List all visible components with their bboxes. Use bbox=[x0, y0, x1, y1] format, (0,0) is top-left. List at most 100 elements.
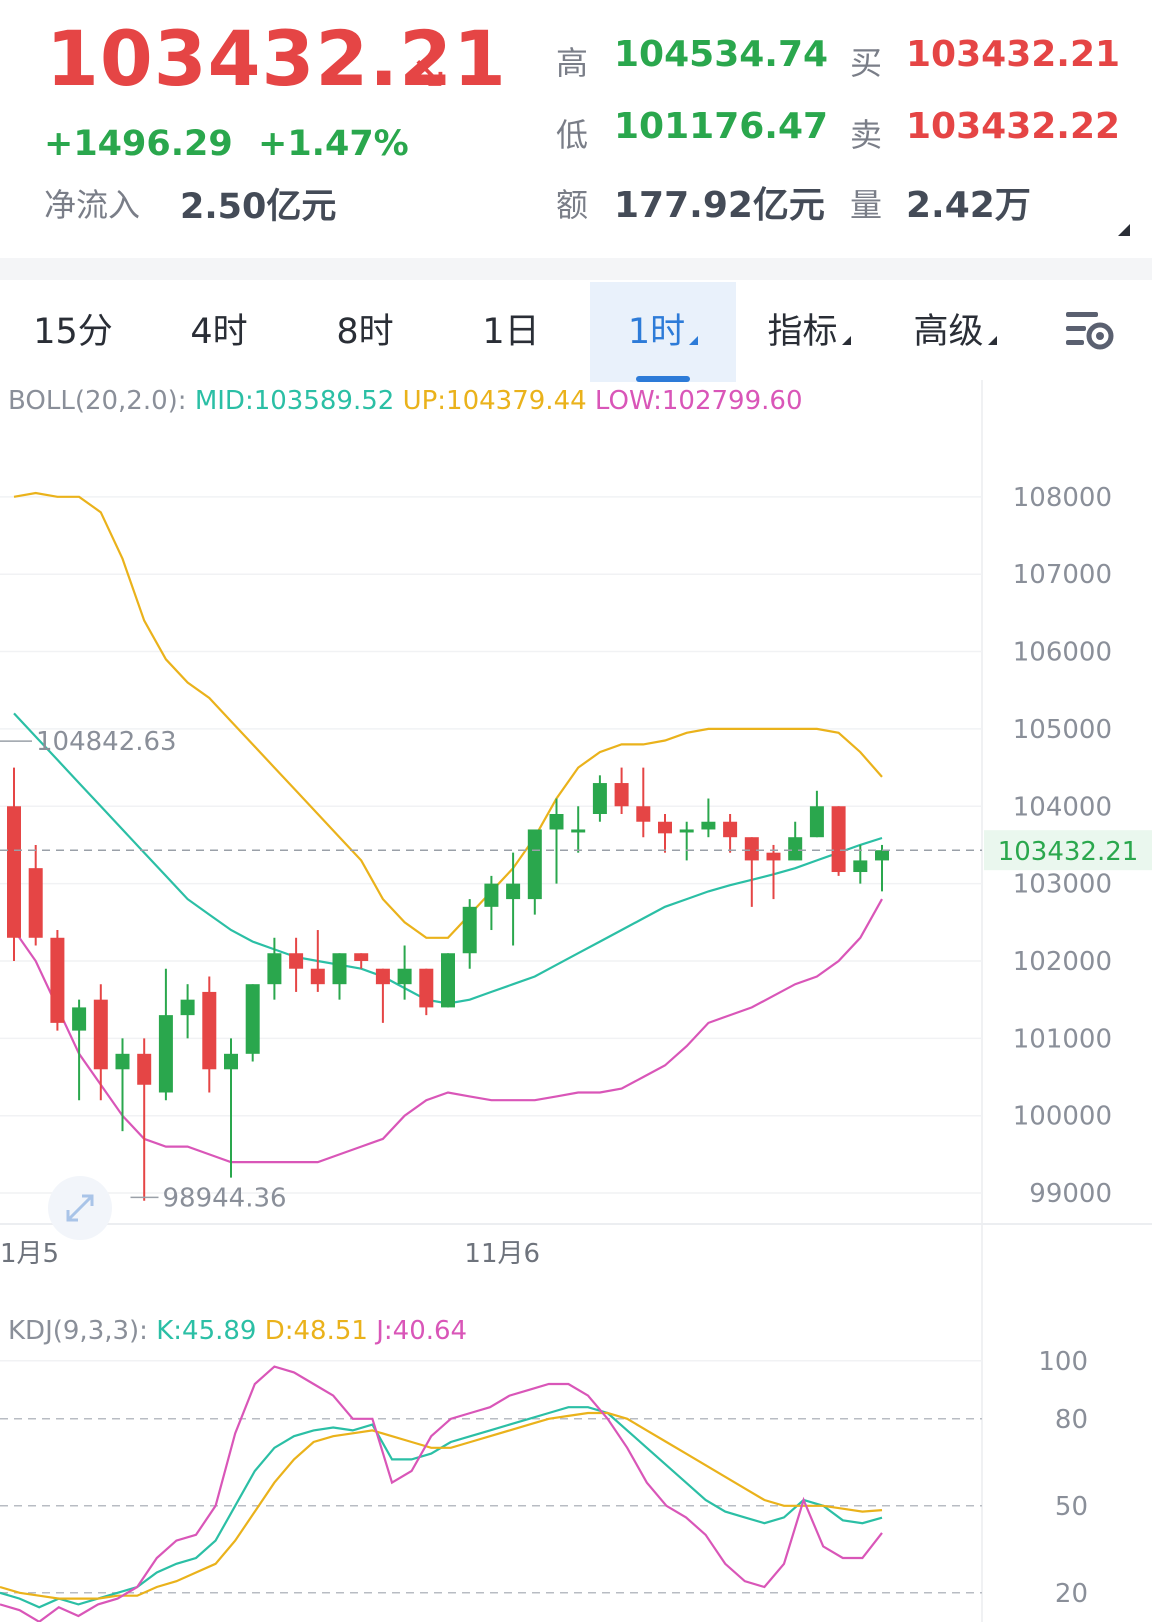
sell-value: 103432.22 bbox=[906, 106, 1121, 147]
candle bbox=[571, 806, 586, 853]
boll-low: LOW:102799.60 bbox=[594, 386, 803, 416]
kdj-d-line bbox=[0, 1411, 883, 1600]
candle bbox=[831, 806, 846, 876]
dropdown-corner-icon bbox=[841, 336, 851, 345]
kdj-chart[interactable]: 100 80 50 20 bbox=[0, 1316, 1152, 1622]
boll-name: BOLL(20,2.0): bbox=[8, 386, 187, 416]
tab-advanced[interactable]: 高级 bbox=[882, 282, 1028, 382]
amount-value: 177.92亿元 bbox=[614, 185, 825, 226]
kdj-j-line bbox=[0, 1365, 883, 1622]
amount-label: 额 bbox=[556, 186, 589, 224]
x-tick-label: 1月5 bbox=[0, 1239, 59, 1269]
min-label: 98944.36 bbox=[163, 1183, 287, 1213]
tab-label: 4时 bbox=[190, 312, 248, 352]
boll-lower-line bbox=[13, 898, 883, 1164]
boll-up: UP:104379.44 bbox=[402, 386, 587, 416]
tab-15min[interactable]: 15分 bbox=[0, 282, 146, 382]
candle bbox=[592, 775, 607, 822]
candle bbox=[202, 976, 217, 1093]
candle bbox=[549, 798, 564, 884]
tab-indicators[interactable]: 指标 bbox=[736, 282, 882, 382]
tab-4h[interactable]: 4时 bbox=[146, 282, 292, 382]
candle bbox=[723, 814, 738, 853]
candle bbox=[50, 930, 65, 1031]
tab-label: 高级 bbox=[913, 312, 984, 352]
fullscreen-icon[interactable] bbox=[48, 1176, 112, 1240]
buy-value: 103432.21 bbox=[906, 34, 1121, 75]
candle bbox=[527, 829, 542, 915]
candle bbox=[419, 968, 434, 1016]
tab-label: 指标 bbox=[767, 312, 838, 352]
y-tick-label: 106000 bbox=[1013, 638, 1112, 668]
kdj-k-line bbox=[0, 1406, 883, 1609]
y-tick-label: 99000 bbox=[1029, 1179, 1112, 1209]
candle bbox=[245, 984, 260, 1062]
y-tick-label: 105000 bbox=[1013, 715, 1112, 745]
sell-label: 卖 bbox=[850, 116, 883, 154]
y-tick-label: 104000 bbox=[1013, 792, 1112, 822]
candle bbox=[875, 844, 889, 892]
tab-label: 1时 bbox=[627, 312, 686, 352]
max-label: 104842.63 bbox=[36, 727, 177, 757]
candle bbox=[636, 767, 651, 838]
candle bbox=[137, 1038, 152, 1201]
down-arrow-icon: ↘ bbox=[410, 44, 449, 98]
kdj-name: KDJ(9,3,3): bbox=[8, 1316, 148, 1346]
candle bbox=[788, 821, 803, 861]
kdj-y-tick-label: 100 bbox=[1038, 1347, 1088, 1377]
candle bbox=[267, 937, 282, 1000]
y-tick-label: 103000 bbox=[1013, 870, 1112, 900]
candlestick-chart[interactable]: 103432.21 104842.63 98944.36 108000 107000 1… bbox=[0, 380, 1152, 1316]
low-label: 低 bbox=[556, 116, 589, 154]
kdj-y-tick-label: 20 bbox=[1055, 1579, 1088, 1609]
candle bbox=[744, 837, 759, 907]
candle bbox=[93, 984, 108, 1101]
kdj-y-tick-label: 50 bbox=[1055, 1492, 1088, 1522]
y-tick-label: 107000 bbox=[1013, 560, 1112, 590]
candle bbox=[809, 790, 824, 838]
high-label: 高 bbox=[556, 44, 589, 82]
price-change-percent: +1.47% bbox=[258, 124, 409, 164]
y-tick-label: 101000 bbox=[1013, 1024, 1112, 1054]
kdj-legend: KDJ(9,3,3): K:45.89 D:48.51 J:40.64 bbox=[8, 1316, 467, 1346]
tab-1h[interactable]: 1时 bbox=[590, 282, 736, 382]
candle bbox=[658, 814, 672, 853]
candle bbox=[180, 984, 195, 1039]
boll-upper-line bbox=[13, 491, 883, 939]
candle bbox=[441, 953, 455, 1008]
tab-label: 15分 bbox=[33, 312, 113, 352]
candle bbox=[354, 953, 369, 969]
current-price-label: 103432.21 bbox=[998, 837, 1139, 867]
y-tick-label: 102000 bbox=[1013, 947, 1112, 977]
candle bbox=[766, 844, 781, 900]
kdj-j: J:40.64 bbox=[376, 1316, 468, 1346]
y-tick-label: 100000 bbox=[1013, 1102, 1112, 1132]
dropdown-corner-icon bbox=[987, 336, 997, 345]
expand-header-icon[interactable] bbox=[1118, 224, 1130, 236]
candle bbox=[484, 875, 499, 931]
chart-settings-icon[interactable] bbox=[1064, 308, 1116, 354]
y-tick-label: 108000 bbox=[1013, 483, 1112, 513]
candle bbox=[332, 953, 347, 1000]
candle bbox=[375, 968, 390, 1023]
boll-mid: MID:103589.52 bbox=[194, 386, 395, 416]
candle bbox=[115, 1038, 130, 1132]
net-inflow-label: 净流入 bbox=[44, 186, 141, 224]
tab-1d[interactable]: 1日 bbox=[438, 282, 584, 382]
candle bbox=[158, 968, 173, 1101]
tab-8h[interactable]: 8时 bbox=[292, 282, 438, 382]
boll-legend: BOLL(20,2.0): MID:103589.52 UP:104379.44… bbox=[8, 386, 803, 416]
active-tab-indicator bbox=[636, 376, 690, 382]
candle bbox=[289, 937, 304, 992]
current-price-badge bbox=[984, 830, 1152, 871]
section-divider bbox=[0, 258, 1152, 280]
candle bbox=[853, 844, 868, 884]
last-price: 103432.21 bbox=[46, 14, 507, 103]
tab-label: 1日 bbox=[482, 312, 540, 352]
candle bbox=[7, 767, 21, 961]
candle bbox=[614, 767, 629, 814]
candle bbox=[397, 945, 412, 1000]
high-value: 104534.74 bbox=[614, 34, 829, 75]
net-inflow-value: 2.50亿元 bbox=[180, 187, 337, 227]
buy-label: 买 bbox=[850, 44, 883, 82]
